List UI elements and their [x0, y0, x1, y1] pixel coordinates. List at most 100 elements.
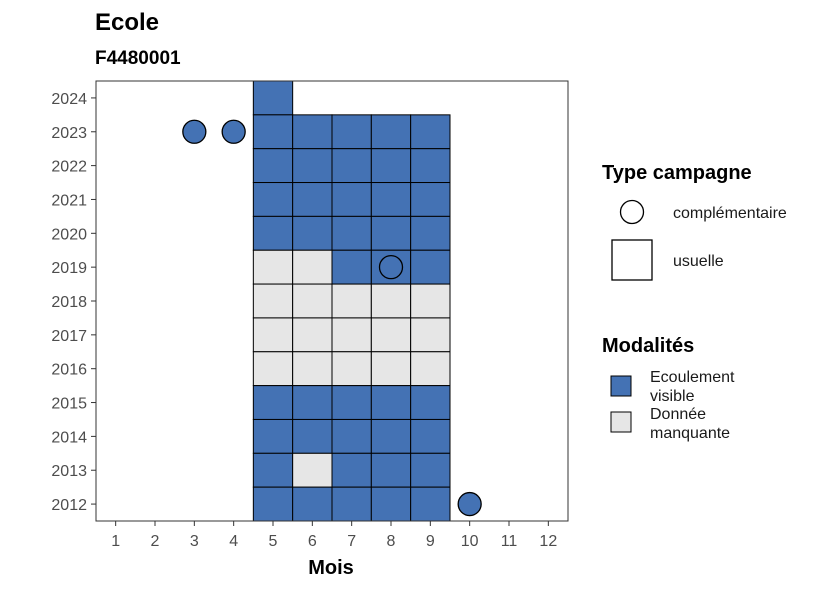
cell-2022-8 — [370, 148, 412, 184]
cell-2020-6 — [292, 215, 333, 251]
cell-2013-5 — [252, 452, 294, 488]
cell-2013-8 — [370, 452, 412, 488]
x-tick-label: 7 — [347, 533, 356, 550]
cell-2014-8 — [370, 418, 412, 454]
point-2019-8 — [378, 255, 404, 280]
cell-2012-5 — [252, 486, 294, 522]
legend-label-ecoulement-line1: Ecoulement — [650, 369, 735, 386]
cell-2020-8 — [370, 215, 412, 251]
cell-2019-5 — [252, 249, 294, 285]
x-tick-label: 10 — [461, 533, 479, 550]
y-tick-label: 2012 — [51, 497, 87, 514]
y-tick-label: 2016 — [51, 362, 87, 379]
cell-2017-8 — [370, 317, 412, 353]
y-tick-label: 2023 — [51, 125, 87, 142]
cell-2018-5 — [252, 283, 294, 319]
legend-square-icon — [611, 239, 653, 281]
plot-area — [95, 80, 569, 522]
legend-swatch-ecoulement-visible — [610, 375, 632, 397]
cell-2017-5 — [252, 317, 294, 353]
cell-2016-7 — [331, 351, 372, 387]
cell-2015-5 — [252, 385, 294, 420]
y-tick-label: 2022 — [51, 159, 87, 176]
cell-2016-6 — [292, 351, 333, 387]
cell-2013-9 — [410, 452, 451, 488]
cell-2018-8 — [370, 283, 412, 319]
chart-marks — [182, 80, 482, 522]
cell-2017-9 — [410, 317, 451, 353]
legend-label-donnee-line1: Donnée — [650, 406, 706, 423]
cell-2019-9 — [410, 249, 451, 285]
y-tick-label: 2018 — [51, 294, 87, 311]
cell-2023-6 — [292, 114, 333, 150]
y-tick-label: 2024 — [51, 91, 87, 108]
x-tick-label: 12 — [539, 533, 557, 550]
cell-2023-9 — [410, 114, 451, 150]
y-tick-label: 2017 — [51, 328, 87, 345]
y-tick-label: 2014 — [51, 429, 87, 446]
cell-2015-8 — [370, 385, 412, 420]
y-tick-label: 2020 — [51, 226, 87, 243]
cell-2015-7 — [331, 385, 372, 420]
cell-2017-7 — [331, 317, 372, 353]
cell-2023-7 — [331, 114, 372, 150]
chart-title: Ecole — [95, 9, 159, 36]
legend-modalites-title: Modalités — [602, 335, 694, 357]
x-tick-label: 2 — [151, 533, 160, 550]
cell-2016-5 — [252, 351, 294, 387]
cell-2021-8 — [370, 182, 412, 217]
x-tick-label: 11 — [501, 533, 518, 550]
point-2023-4 — [221, 119, 246, 144]
cell-2018-9 — [410, 283, 451, 319]
cell-2017-6 — [292, 317, 333, 353]
cell-2014-7 — [331, 418, 372, 454]
cell-2022-6 — [292, 148, 333, 184]
legend-label-ecoulement-line2: visible — [650, 388, 695, 405]
y-axis: 2012 2013 2014 2015 2016 2017 2018 2019 2020 2021… — [51, 91, 96, 514]
x-tick-label: 1 — [111, 533, 120, 550]
cell-2023-5 — [252, 114, 294, 150]
cell-2014-9 — [410, 418, 451, 454]
cell-2021-9 — [410, 182, 451, 217]
cell-2024-5 — [252, 80, 294, 116]
cell-2022-9 — [410, 148, 451, 184]
legend-swatch-donnee-manquante — [610, 411, 632, 433]
x-axis-title: Mois — [308, 557, 354, 579]
y-tick-label: 2013 — [51, 463, 87, 480]
cell-2013-6 — [292, 452, 333, 488]
cell-2012-8 — [370, 486, 412, 522]
x-tick-label: 5 — [269, 533, 278, 550]
legend-type-label-usuelle: usuelle — [673, 253, 724, 270]
cell-2023-8 — [370, 114, 412, 150]
cell-2019-7 — [331, 249, 372, 285]
chart-subtitle: F4480001 — [95, 48, 181, 69]
x-axis: 1 2 3 4 5 6 7 8 9 10 11 12 — [111, 521, 557, 550]
cell-2015-6 — [292, 385, 333, 420]
cell-2022-5 — [252, 148, 294, 184]
cell-2021-7 — [331, 182, 372, 217]
cell-2018-6 — [292, 283, 333, 319]
legend-modalites: Modalités Ecoulement visible Donnée manq… — [602, 335, 735, 442]
cell-2016-8 — [370, 351, 412, 387]
x-tick-label: 8 — [387, 533, 396, 550]
cell-2013-7 — [331, 452, 372, 488]
cell-2021-6 — [292, 182, 333, 217]
x-tick-label: 3 — [190, 533, 199, 550]
cell-2019-6 — [292, 249, 333, 285]
cell-2014-6 — [292, 418, 333, 454]
legend-label-donnee-line2: manquante — [650, 425, 730, 442]
cell-2016-9 — [410, 351, 451, 387]
point-2023-3 — [182, 119, 207, 144]
cell-2014-5 — [252, 418, 294, 454]
cell-2012-9 — [410, 486, 451, 522]
cell-2020-5 — [252, 215, 294, 251]
y-tick-label: 2019 — [51, 260, 87, 277]
legend-circle-icon — [619, 199, 645, 225]
y-tick-label: 2021 — [51, 192, 87, 209]
legend-type-title: Type campagne — [602, 162, 752, 184]
cell-2020-7 — [331, 215, 372, 251]
x-tick-label: 6 — [308, 533, 317, 550]
y-tick-label: 2015 — [51, 396, 87, 413]
x-tick-label: 4 — [229, 533, 238, 550]
cell-2021-5 — [252, 182, 294, 217]
